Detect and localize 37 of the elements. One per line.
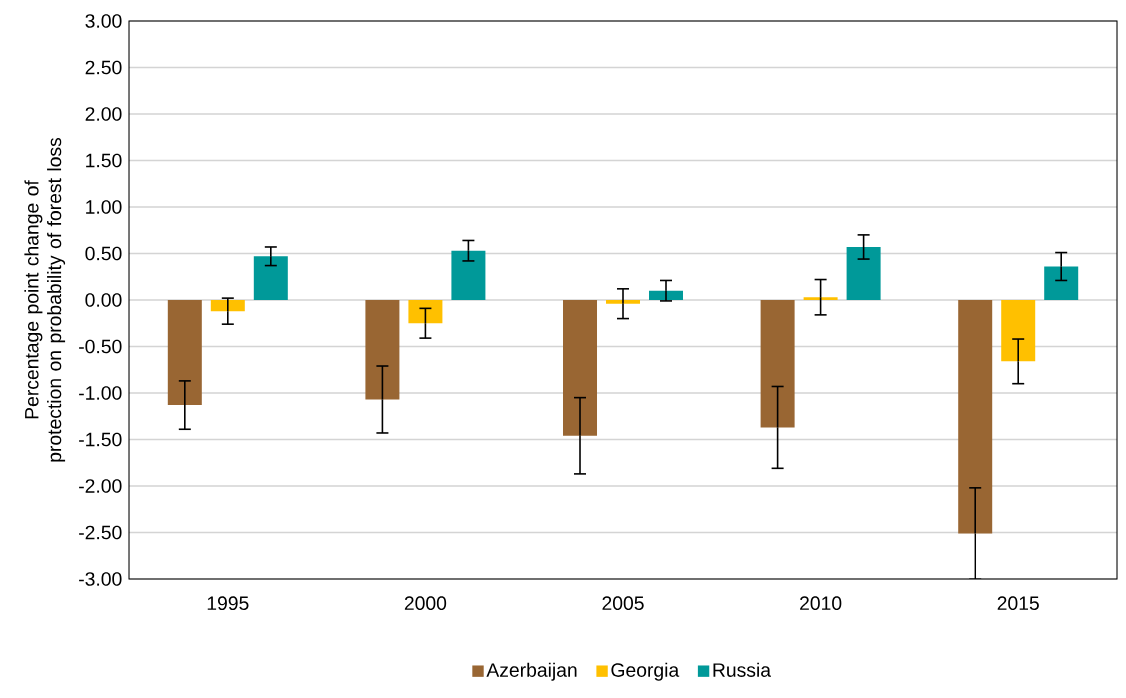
- bar: [760, 299, 795, 428]
- y-tick-label: 0.00: [85, 293, 122, 307]
- y-tick-label: -3.00: [79, 572, 122, 586]
- legend-label: Azerbaijan: [486, 662, 577, 681]
- x-tick-label: 2005: [602, 596, 644, 611]
- bar: [649, 290, 684, 300]
- bar: [451, 250, 486, 300]
- y-tick-label: 1.50: [86, 153, 122, 168]
- y-tick-label: 3.00: [85, 14, 122, 28]
- y-tick-label: -1.00: [79, 386, 122, 400]
- bar: [563, 299, 598, 436]
- legend-label: Russia: [713, 662, 772, 677]
- y-tick-label: -0.50: [79, 339, 122, 354]
- x-tick-label: 2000: [404, 596, 447, 611]
- bar: [253, 256, 288, 300]
- y-tick-label: 1.00: [86, 200, 122, 214]
- legend-label: Georgia: [611, 662, 680, 681]
- y-tick-label: -1.50: [79, 432, 122, 447]
- bar: [803, 297, 838, 300]
- y-tick-label: 2.00: [85, 107, 122, 121]
- y-tick-label: 2.50: [85, 60, 122, 75]
- bar: [210, 299, 245, 312]
- bar: [408, 299, 443, 324]
- bar: [1044, 266, 1079, 300]
- bar: [846, 246, 881, 300]
- x-tick-label: 1995: [207, 596, 249, 611]
- y-axis-title: Percentage point change of protection on probability of forest loss: [24, 137, 66, 462]
- x-tick-label: 2015: [997, 596, 1039, 611]
- bar: [958, 299, 993, 534]
- y-tick-label: -2.00: [79, 479, 122, 493]
- y-tick-label: 0.50: [85, 246, 122, 261]
- bar: [606, 299, 641, 304]
- bar: [1001, 299, 1036, 362]
- x-tick-label: 2010: [800, 596, 842, 611]
- bar: [365, 299, 400, 400]
- y-tick-label: -2.50: [79, 525, 122, 540]
- bar: [167, 299, 202, 406]
